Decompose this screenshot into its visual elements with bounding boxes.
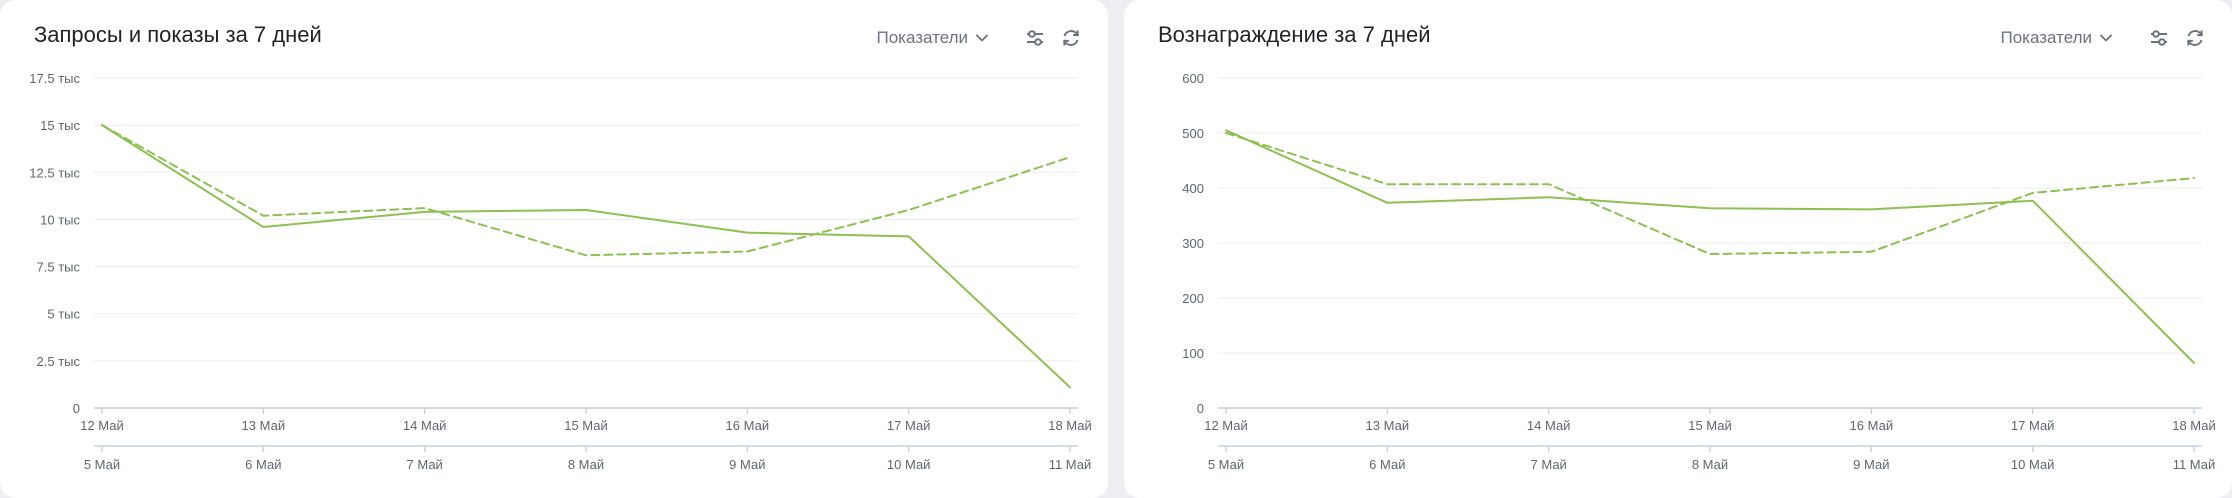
x-tick-label-secondary: 7 Май (407, 457, 443, 472)
x-tick-label: 17 Май (2011, 418, 2055, 433)
y-tick-label: 0 (73, 401, 80, 416)
series-line-previous (101, 124, 1071, 257)
x-tick-label-secondary: 5 Май (84, 457, 120, 472)
line-chart: 0 100 200 300 400 500 600 12 Май 5 Май 13 Май 6 Ма… (1124, 60, 2232, 480)
x-tick-label-secondary: 8 Май (1692, 457, 1728, 472)
x-tick-label-secondary: 10 Май (2011, 457, 2055, 472)
y-tick-label: 500 (1182, 126, 1204, 141)
y-tick-label: 0 (1197, 401, 1204, 416)
chart-controls: Показатели (876, 24, 1082, 52)
y-tick-label: 15 тыс (40, 118, 80, 133)
x-tick-label: 12 Май (1204, 418, 1248, 433)
x-tick-label: 18 Май (2172, 418, 2216, 433)
y-tick-label: 300 (1182, 236, 1204, 251)
x-tick-label: 13 Май (242, 418, 286, 433)
metrics-dropdown-label: Показатели (2000, 28, 2092, 47)
y-tick-label: 100 (1182, 346, 1204, 361)
y-tick-label: 200 (1182, 291, 1204, 306)
chart-title: Запросы и показы за 7 дней (34, 22, 322, 47)
x-tick-label-secondary: 10 Май (887, 457, 931, 472)
sliders-icon[interactable] (2148, 27, 2170, 49)
x-tick-label: 12 Май (80, 418, 124, 433)
line-chart-svg: 0 2.5 тыс 5 тыс 7.5 тыс 10 тыс 12.5 тыс 15 тыс… (29, 71, 1092, 472)
y-tick-label: 600 (1182, 71, 1204, 86)
x-tick-label-secondary: 8 Май (568, 457, 604, 472)
chart-controls: Показатели (2000, 24, 2206, 52)
series-line-current (1225, 129, 2195, 364)
metrics-dropdown[interactable]: Показатели (2000, 28, 2112, 48)
chevron-down-icon (2100, 34, 2112, 42)
y-tick-label: 17.5 тыс (29, 71, 80, 86)
refresh-icon[interactable] (2184, 27, 2206, 49)
chart-title: Вознаграждение за 7 дней (1158, 22, 1431, 47)
y-tick-label: 400 (1182, 181, 1204, 196)
x-tick-label-secondary: 7 Май (1531, 457, 1567, 472)
x-tick-label-secondary: 9 Май (1853, 457, 1889, 472)
y-tick-label: 2.5 тыс (37, 354, 81, 369)
series-line-previous (1225, 132, 2195, 255)
x-tick-label: 16 Май (1850, 418, 1894, 433)
x-tick-label-secondary: 11 Май (2173, 457, 2216, 472)
y-tick-label: 12.5 тыс (29, 165, 80, 180)
x-tick-label-secondary: 11 Май (1049, 457, 1092, 472)
x-tick-label-secondary: 5 Май (1208, 457, 1244, 472)
x-tick-label: 17 Май (887, 418, 931, 433)
metrics-dropdown-label: Показатели (876, 28, 968, 47)
y-tick-label: 5 тыс (47, 307, 80, 322)
x-tick-label-secondary: 6 Май (245, 457, 281, 472)
y-tick-label: 10 тыс (40, 212, 80, 227)
x-tick-label-secondary: 9 Май (729, 457, 765, 472)
x-tick-label: 13 Май (1366, 418, 1410, 433)
x-tick-label-secondary: 6 Май (1369, 457, 1405, 472)
x-tick-label: 15 Май (564, 418, 608, 433)
chevron-down-icon (976, 34, 988, 42)
x-tick-label: 15 Май (1688, 418, 1732, 433)
metrics-dropdown[interactable]: Показатели (876, 28, 988, 48)
x-tick-label: 14 Май (1527, 418, 1571, 433)
refresh-icon[interactable] (1060, 27, 1082, 49)
series-line-current (101, 124, 1071, 389)
x-tick-label: 14 Май (403, 418, 447, 433)
line-chart: 0 2.5 тыс 5 тыс 7.5 тыс 10 тыс 12.5 тыс 15 тыс… (0, 60, 1108, 480)
y-tick-label: 7.5 тыс (37, 260, 81, 275)
requests-impressions-card: Запросы и показы за 7 дней Показатели 0 2… (0, 0, 1108, 498)
reward-card: Вознаграждение за 7 дней Показатели 0 100… (1124, 0, 2232, 498)
x-tick-label: 16 Май (726, 418, 770, 433)
x-tick-label: 18 Май (1048, 418, 1092, 433)
line-chart-svg: 0 100 200 300 400 500 600 12 Май 5 Май 13 Май 6 Ма… (1182, 71, 2216, 472)
sliders-icon[interactable] (1024, 27, 1046, 49)
